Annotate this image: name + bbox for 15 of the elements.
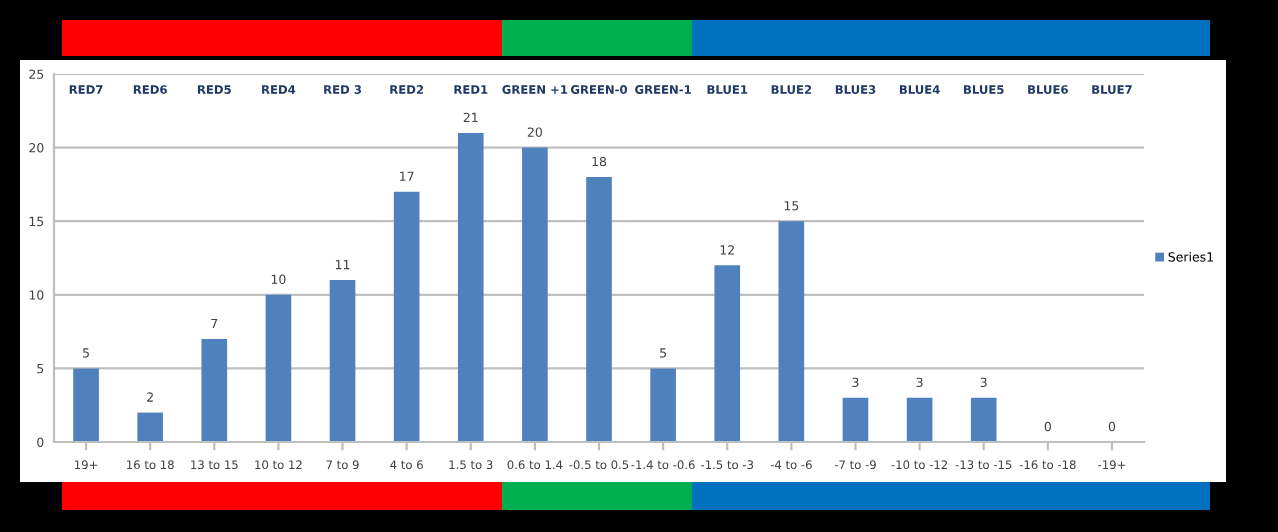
bar: [329, 280, 356, 442]
bar: [73, 368, 99, 442]
bar: [842, 397, 869, 442]
bar: [393, 191, 420, 442]
bar: [650, 368, 676, 442]
bar: [522, 147, 548, 442]
bar: [586, 177, 612, 442]
bar: [714, 265, 741, 442]
bar: [970, 397, 997, 442]
bar: [265, 294, 292, 442]
bar: [906, 397, 933, 442]
bar: [201, 338, 228, 442]
bar: [457, 132, 484, 442]
bar: [137, 412, 163, 442]
bar: [778, 221, 805, 442]
